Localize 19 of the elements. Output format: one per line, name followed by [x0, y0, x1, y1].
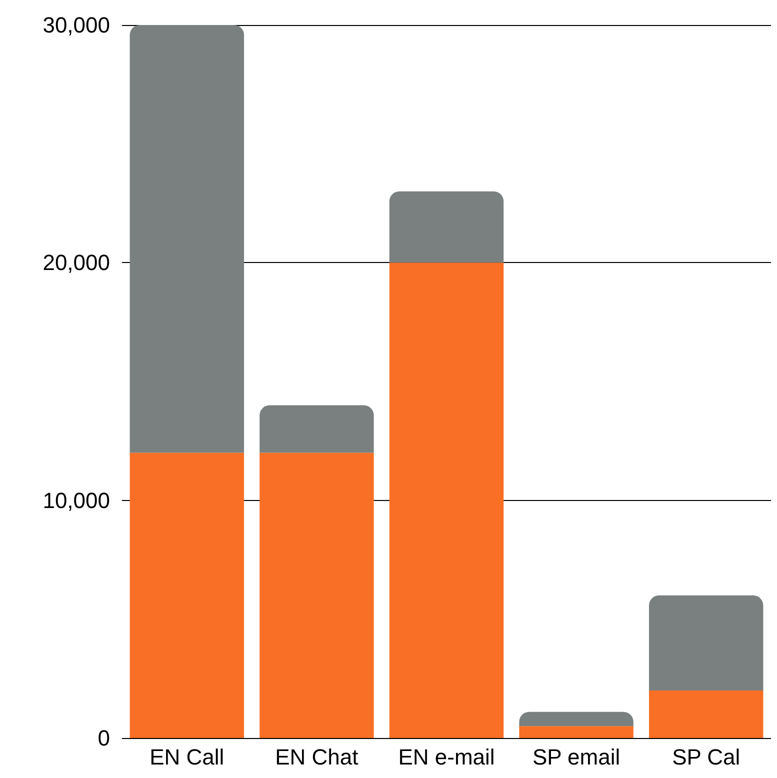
bar — [130, 452, 244, 738]
bar — [389, 262, 504, 738]
y-tick-label: 10,000 — [42, 488, 110, 513]
bar — [648, 690, 764, 738]
y-tick-label: 30,000 — [42, 12, 110, 38]
bar — [260, 405, 374, 453]
x-tick-label: SP Cal — [672, 744, 740, 770]
bar — [130, 25, 244, 453]
x-tick-label: EN Call — [150, 744, 224, 770]
bar — [648, 595, 764, 690]
bar — [519, 712, 634, 726]
bar — [519, 726, 634, 738]
x-tick-label: SP email — [532, 744, 620, 770]
y-tick-label: 20,000 — [42, 250, 110, 276]
x-tick-label: EN e-mail — [398, 744, 495, 770]
bar — [260, 452, 374, 738]
bar — [389, 191, 504, 263]
x-tick-label: EN Chat — [275, 744, 358, 770]
y-tick-label: 0 — [98, 726, 110, 750]
